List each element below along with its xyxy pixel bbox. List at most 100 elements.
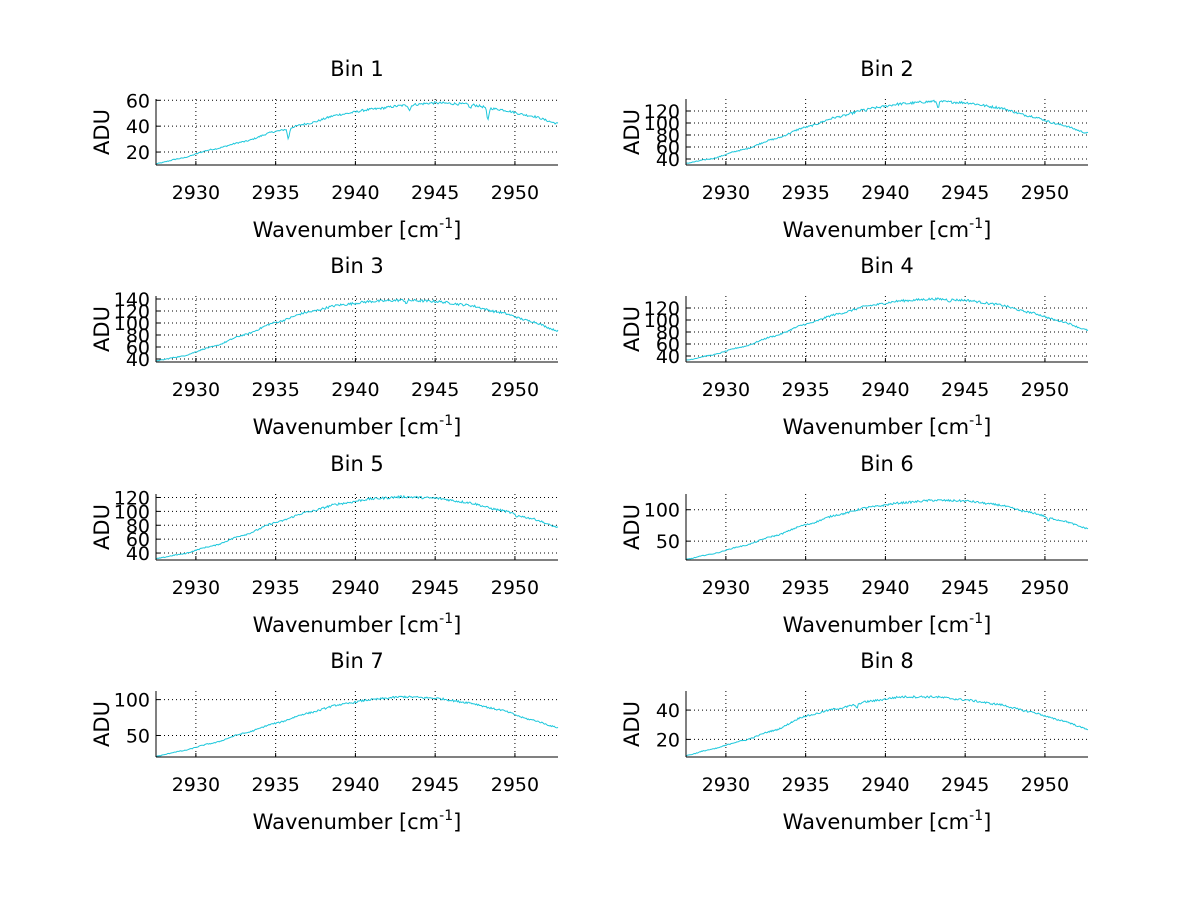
x-tick-label: 2950 bbox=[491, 774, 539, 796]
x-tick-label: 2930 bbox=[702, 182, 750, 204]
x-tick-label: 2945 bbox=[411, 774, 459, 796]
x-tick-label: 2935 bbox=[781, 577, 829, 599]
y-tick-label: 100 bbox=[114, 690, 150, 712]
data-line-bin-5 bbox=[155, 494, 559, 560]
y-axis-label: ADU bbox=[90, 701, 114, 747]
x-tick-label: 2950 bbox=[491, 182, 539, 204]
data-line-bin-3 bbox=[155, 298, 559, 362]
y-tick-label: 120 bbox=[114, 301, 150, 323]
x-axis-label: Wavenumber [cm-1] bbox=[783, 413, 992, 439]
y-tick-label: 100 bbox=[644, 310, 680, 332]
y-axis-label: ADU bbox=[620, 504, 644, 550]
x-tick-label: 2930 bbox=[702, 774, 750, 796]
x-tick-label: 2945 bbox=[941, 379, 989, 401]
x-tick-label: 2945 bbox=[411, 182, 459, 204]
x-tick-label: 2945 bbox=[411, 577, 459, 599]
subplot-title: Bin 7 bbox=[330, 649, 384, 673]
x-axis-label: Wavenumber [cm-1] bbox=[253, 611, 462, 637]
x-tick-label: 2950 bbox=[491, 577, 539, 599]
x-tick-label: 2930 bbox=[702, 379, 750, 401]
data-line-bin-2 bbox=[685, 99, 1089, 164]
x-tick-label: 2935 bbox=[251, 577, 299, 599]
x-tick-label: 2940 bbox=[861, 774, 909, 796]
y-tick-label: 80 bbox=[656, 322, 680, 344]
x-tick-label: 2930 bbox=[172, 577, 220, 599]
y-tick-label: 60 bbox=[656, 137, 680, 159]
x-tick-label: 2935 bbox=[781, 774, 829, 796]
data-line-bin-8 bbox=[685, 695, 1089, 757]
subplot-title: Bin 2 bbox=[860, 57, 914, 81]
y-tick-label: 60 bbox=[656, 334, 680, 356]
x-tick-label: 2935 bbox=[251, 774, 299, 796]
y-axis-label: ADU bbox=[90, 109, 114, 155]
y-tick-label: 40 bbox=[126, 543, 150, 565]
x-axis-label: Wavenumber [cm-1] bbox=[783, 808, 992, 834]
x-tick-label: 2940 bbox=[331, 379, 379, 401]
y-axis-label: ADU bbox=[620, 109, 644, 155]
x-tick-label: 2950 bbox=[1021, 774, 1069, 796]
x-tick-label: 2945 bbox=[941, 774, 989, 796]
y-tick-label: 40 bbox=[126, 116, 150, 138]
subplot-title: Bin 5 bbox=[330, 452, 384, 476]
subplot-title: Bin 6 bbox=[860, 452, 914, 476]
y-tick-label: 100 bbox=[644, 113, 680, 135]
y-tick-label: 40 bbox=[656, 149, 680, 171]
x-tick-label: 2930 bbox=[172, 182, 220, 204]
x-tick-label: 2930 bbox=[702, 577, 750, 599]
y-tick-label: 20 bbox=[656, 729, 680, 751]
subplot-title: Bin 4 bbox=[860, 254, 914, 278]
subplot-bin-6: 2930 2935 2940 2945 2950 50 100 Bin 6 Wavenumber… bbox=[620, 452, 1089, 637]
subplot-title: Bin 1 bbox=[330, 57, 384, 81]
y-tick-label: 40 bbox=[126, 349, 150, 371]
x-tick-label: 2950 bbox=[1021, 379, 1069, 401]
x-tick-label: 2940 bbox=[331, 577, 379, 599]
y-axis-label: ADU bbox=[620, 701, 644, 747]
x-tick-label: 2950 bbox=[491, 379, 539, 401]
y-axis-label: ADU bbox=[90, 306, 114, 352]
y-tick-label: 50 bbox=[656, 531, 680, 553]
y-tick-label: 100 bbox=[114, 313, 150, 335]
x-tick-label: 2945 bbox=[941, 577, 989, 599]
x-tick-label: 2930 bbox=[172, 774, 220, 796]
x-axis-label: Wavenumber [cm-1] bbox=[783, 611, 992, 637]
x-tick-label: 2940 bbox=[331, 774, 379, 796]
x-axis-label: Wavenumber [cm-1] bbox=[253, 808, 462, 834]
y-axis-label: ADU bbox=[90, 504, 114, 550]
y-tick-label: 120 bbox=[644, 298, 680, 320]
y-tick-label: 100 bbox=[114, 501, 150, 523]
y-tick-label: 40 bbox=[656, 700, 680, 722]
y-tick-label: 60 bbox=[126, 337, 150, 359]
data-line-bin-6 bbox=[685, 498, 1089, 560]
y-tick-label: 60 bbox=[126, 90, 150, 112]
data-line-bin-1 bbox=[155, 101, 559, 165]
x-tick-label: 2940 bbox=[861, 182, 909, 204]
y-tick-label: 80 bbox=[656, 125, 680, 147]
x-tick-label: 2940 bbox=[861, 577, 909, 599]
y-tick-label: 120 bbox=[114, 487, 150, 509]
y-tick-label: 140 bbox=[114, 289, 150, 311]
data-line-bin-4 bbox=[685, 297, 1089, 361]
x-tick-label: 2935 bbox=[251, 182, 299, 204]
x-tick-label: 2940 bbox=[861, 379, 909, 401]
y-tick-label: 40 bbox=[656, 346, 680, 368]
y-tick-label: 120 bbox=[644, 101, 680, 123]
subplot-bin-7: 2930 2935 2940 2945 2950 50 100 Bin 7 Wavenumber… bbox=[90, 649, 559, 834]
y-tick-label: 80 bbox=[126, 515, 150, 537]
y-axis-label: ADU bbox=[620, 306, 644, 352]
y-tick-label: 50 bbox=[126, 725, 150, 747]
x-tick-label: 2950 bbox=[1021, 577, 1069, 599]
x-tick-label: 2935 bbox=[781, 182, 829, 204]
x-axis-label: Wavenumber [cm-1] bbox=[783, 216, 992, 242]
x-tick-label: 2935 bbox=[781, 379, 829, 401]
subplot-bin-1: 2930 2935 2940 2945 2950 20 40 60 Bin 1 Wavenumbe… bbox=[90, 57, 559, 242]
x-tick-label: 2940 bbox=[331, 182, 379, 204]
y-tick-label: 60 bbox=[126, 529, 150, 551]
x-tick-label: 2935 bbox=[251, 379, 299, 401]
x-tick-label: 2930 bbox=[172, 379, 220, 401]
data-line-bin-7 bbox=[156, 695, 559, 757]
subplot-title: Bin 3 bbox=[330, 254, 384, 278]
